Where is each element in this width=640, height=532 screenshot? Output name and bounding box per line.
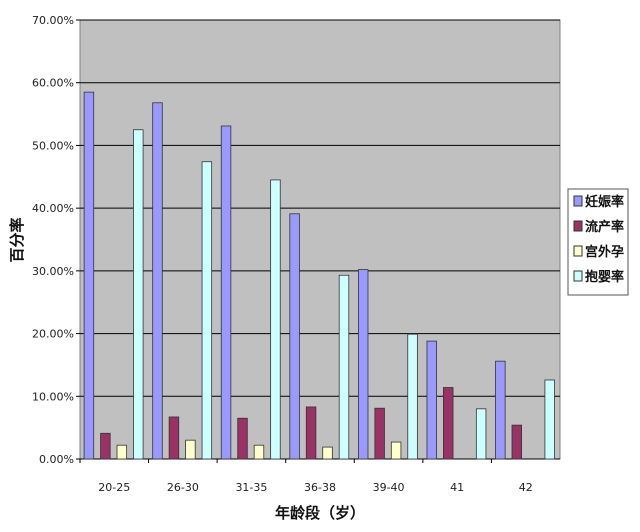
bar-流产率-42 bbox=[511, 424, 523, 460]
bar-流产率-20-25 bbox=[100, 432, 111, 460]
bar-流产率-41 bbox=[443, 387, 454, 460]
y-tick-label: 70.00% bbox=[32, 14, 74, 27]
bar-抱婴率-31-35 bbox=[270, 179, 281, 460]
bar-抱婴率-20-25 bbox=[133, 129, 144, 460]
bar-妊娠率-20-25 bbox=[83, 91, 95, 460]
x-tick-label: 41 bbox=[450, 481, 464, 494]
x-axis-label: 年龄段（岁） bbox=[275, 504, 365, 522]
y-tick-label: 40.00% bbox=[32, 202, 74, 215]
y-axis-label: 百分率 bbox=[8, 217, 26, 262]
bar-妊娠率-42 bbox=[495, 360, 506, 460]
y-tick-label: 10.00% bbox=[32, 390, 74, 403]
bar-抱婴率-36-38 bbox=[338, 274, 350, 460]
legend-label: 流产率 bbox=[585, 219, 624, 235]
bar-流产率-39-40 bbox=[374, 407, 385, 460]
bar-妊娠率-41 bbox=[426, 340, 437, 460]
legend-label: 抱婴率 bbox=[585, 269, 624, 285]
bar-宫外孕-39-40 bbox=[390, 441, 402, 460]
x-tick-label: 26-30 bbox=[167, 481, 199, 494]
y-tick-label: 60.00% bbox=[32, 77, 74, 90]
y-tick-label: 30.00% bbox=[32, 265, 74, 278]
y-tick-label: 0.00% bbox=[39, 453, 74, 466]
x-tick-label: 39-40 bbox=[373, 481, 405, 494]
bar-妊娠率-36-38 bbox=[289, 213, 300, 460]
x-tick-label: 36-38 bbox=[304, 481, 336, 494]
legend-label: 宫外孕 bbox=[585, 244, 624, 260]
bar-流产率-36-38 bbox=[305, 406, 317, 460]
legend-label: 妊娠率 bbox=[585, 194, 624, 210]
legend-swatch bbox=[573, 220, 583, 232]
bar-流产率-26-30 bbox=[168, 416, 180, 460]
bar-抱婴率-39-40 bbox=[407, 333, 418, 460]
legend-swatch bbox=[573, 245, 583, 257]
x-tick-label: 31-35 bbox=[235, 481, 267, 494]
bar-宫外孕-26-30 bbox=[185, 439, 196, 460]
bar-抱婴率-42 bbox=[544, 379, 555, 460]
bar-抱婴率-41 bbox=[475, 408, 487, 460]
x-tick-label: 20-25 bbox=[98, 481, 130, 494]
y-tick-label: 20.00% bbox=[32, 328, 74, 341]
bar-宫外孕-31-35 bbox=[253, 444, 265, 460]
bar-妊娠率-31-35 bbox=[220, 125, 232, 460]
y-tick-label: 50.00% bbox=[32, 139, 74, 152]
plot-area bbox=[79, 19, 561, 460]
bar-妊娠率-26-30 bbox=[152, 102, 163, 460]
legend-swatch bbox=[573, 270, 583, 282]
bar-宫外孕-36-38 bbox=[322, 446, 333, 460]
bar-流产率-31-35 bbox=[237, 417, 248, 460]
bar-宫外孕-20-25 bbox=[116, 444, 128, 460]
bar-妊娠率-39-40 bbox=[357, 269, 369, 460]
bar-抱婴率-26-30 bbox=[201, 161, 213, 460]
x-tick-label: 42 bbox=[519, 481, 533, 494]
legend-swatch bbox=[573, 195, 583, 207]
